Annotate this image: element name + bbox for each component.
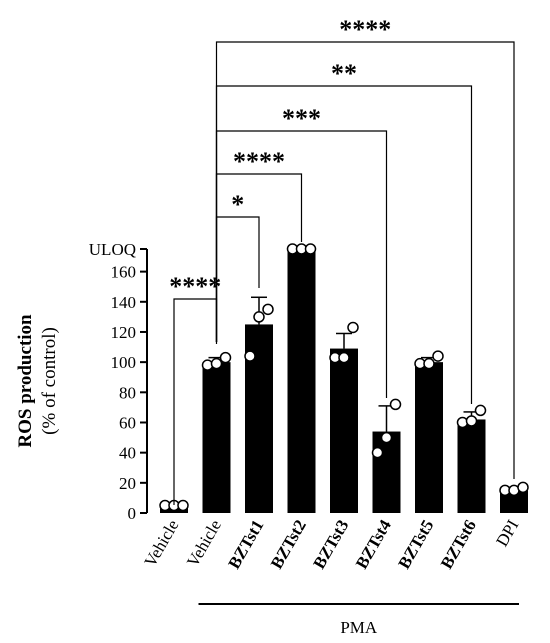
data-point bbox=[423, 357, 435, 370]
data-point bbox=[338, 351, 350, 364]
bar bbox=[287, 249, 316, 513]
data-point bbox=[517, 481, 529, 494]
x-category-label: BZTst5 bbox=[394, 517, 437, 573]
data-point bbox=[347, 321, 359, 334]
data-point bbox=[177, 499, 189, 512]
axis-layer: 0 20 40 60 80 100 120 140 160 ULOQ ROS production(… bbox=[15, 240, 148, 523]
x-category-label: BZTst1 bbox=[224, 517, 267, 573]
pma-group-label: PMA bbox=[340, 618, 378, 637]
bar-layer bbox=[159, 243, 529, 513]
significance-bracket bbox=[215, 41, 515, 479]
data-point bbox=[304, 243, 317, 255]
bar bbox=[202, 362, 231, 513]
y-tick-label: 20 bbox=[119, 474, 136, 493]
x-category-label: DPI bbox=[492, 516, 522, 550]
data-point bbox=[244, 350, 256, 362]
bar bbox=[330, 348, 358, 513]
x-category-label: BZTst6 bbox=[437, 517, 480, 573]
significance-bracket bbox=[215, 216, 260, 342]
data-point bbox=[210, 357, 223, 370]
y-tick-label: 140 bbox=[111, 293, 137, 312]
y-tick-label: 0 bbox=[128, 504, 137, 523]
y-tick-label: 40 bbox=[119, 444, 136, 463]
significance-stars: ** bbox=[331, 59, 357, 88]
data-point bbox=[380, 431, 393, 444]
data-point bbox=[465, 415, 478, 427]
significance-stars: * bbox=[231, 190, 244, 219]
significance-stars: **** bbox=[169, 272, 221, 301]
y-tick-label: 120 bbox=[111, 323, 137, 342]
bar bbox=[372, 431, 401, 513]
significance-stars: **** bbox=[339, 15, 391, 44]
y-axis-title: ROS production bbox=[15, 314, 36, 448]
x-category-label: Vehicle bbox=[183, 517, 225, 571]
significance-layer: ****************** bbox=[169, 15, 515, 505]
y-tick-label: 60 bbox=[119, 413, 136, 432]
significance-stars: *** bbox=[282, 104, 321, 133]
data-point bbox=[474, 404, 487, 417]
x-category-label: BZTst4 bbox=[352, 516, 395, 572]
y-tick-label: 100 bbox=[111, 353, 137, 372]
x-category-label: BZTst3 bbox=[309, 517, 352, 573]
x-category-label: Vehicle bbox=[141, 517, 183, 571]
data-point bbox=[253, 311, 265, 323]
y-tick-label: 80 bbox=[119, 383, 136, 402]
data-point bbox=[432, 350, 444, 362]
x-category-label: BZTst2 bbox=[267, 517, 310, 573]
data-point bbox=[389, 398, 402, 411]
bar bbox=[457, 419, 486, 513]
y-axis-subtitle: (% of control) bbox=[39, 327, 60, 435]
y-tick-label: 160 bbox=[111, 263, 137, 282]
data-point bbox=[371, 446, 384, 459]
significance-stars: **** bbox=[233, 147, 285, 176]
data-point bbox=[262, 303, 274, 316]
bar bbox=[500, 490, 528, 513]
y-tick-label-uloq: ULOQ bbox=[89, 240, 136, 259]
label-layer: Vehicle Vehicle BZTst1 BZTst2 BZTst3 BZTst4 BZ… bbox=[141, 516, 523, 637]
data-point bbox=[219, 351, 232, 364]
bar bbox=[415, 362, 443, 513]
